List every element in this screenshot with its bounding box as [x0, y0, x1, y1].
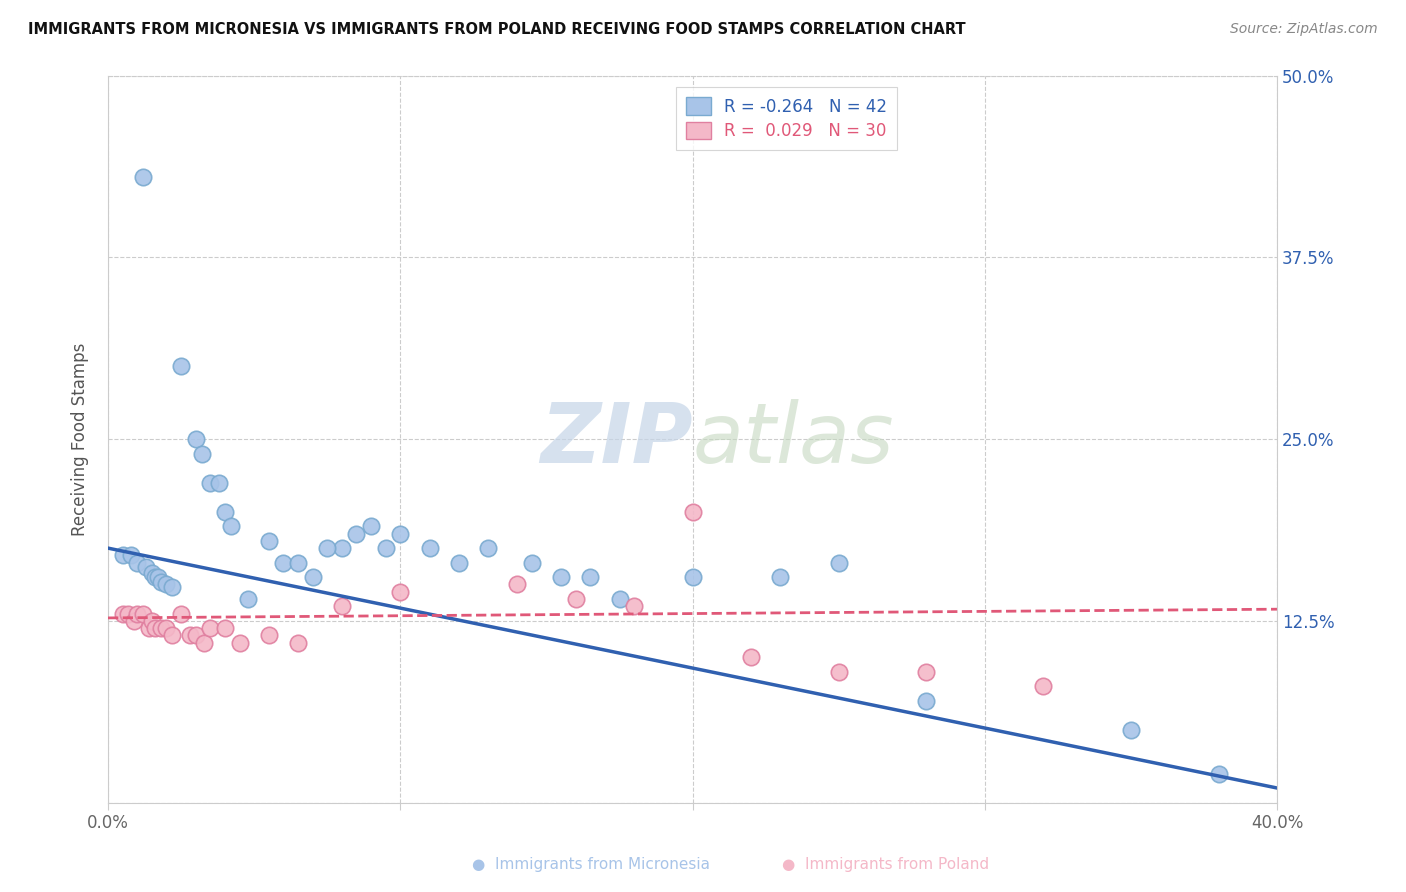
- Point: [149, 621, 172, 635]
- Point: [170, 607, 193, 621]
- Text: IMMIGRANTS FROM MICRONESIA VS IMMIGRANTS FROM POLAND RECEIVING FOOD STAMPS CORRE: IMMIGRANTS FROM MICRONESIA VS IMMIGRANTS…: [28, 22, 966, 37]
- Point: [214, 621, 236, 635]
- Point: [769, 570, 792, 584]
- Point: [287, 635, 309, 649]
- Point: [127, 607, 149, 621]
- Point: [257, 533, 280, 548]
- Point: [301, 570, 323, 584]
- Point: [506, 577, 529, 591]
- Point: [155, 621, 177, 635]
- Point: [146, 570, 169, 584]
- Text: ●  Immigrants from Poland: ● Immigrants from Poland: [782, 857, 990, 872]
- Legend: R = -0.264   N = 42, R =  0.029   N = 30: R = -0.264 N = 42, R = 0.029 N = 30: [675, 87, 897, 151]
- Point: [141, 614, 163, 628]
- Point: [316, 541, 339, 555]
- Point: [740, 650, 762, 665]
- Point: [143, 621, 166, 635]
- Point: [135, 560, 157, 574]
- Point: [550, 570, 572, 584]
- Point: [273, 556, 295, 570]
- Point: [623, 599, 645, 614]
- Point: [682, 570, 704, 584]
- Point: [155, 577, 177, 591]
- Point: [389, 526, 412, 541]
- Point: [200, 475, 222, 490]
- Point: [579, 570, 602, 584]
- Point: [143, 570, 166, 584]
- Point: [127, 556, 149, 570]
- Point: [179, 628, 201, 642]
- Point: [477, 541, 499, 555]
- Point: [184, 628, 207, 642]
- Point: [609, 592, 631, 607]
- Point: [360, 519, 382, 533]
- Point: [208, 475, 231, 490]
- Text: ●  Immigrants from Micronesia: ● Immigrants from Micronesia: [471, 857, 710, 872]
- Point: [1119, 723, 1142, 737]
- Point: [447, 556, 470, 570]
- Point: [138, 621, 160, 635]
- Text: ZIP: ZIP: [540, 399, 693, 480]
- Point: [389, 584, 412, 599]
- Point: [132, 170, 155, 185]
- Point: [120, 549, 142, 563]
- Point: [132, 607, 155, 621]
- Point: [257, 628, 280, 642]
- Point: [190, 447, 212, 461]
- Point: [564, 592, 586, 607]
- Point: [520, 556, 543, 570]
- Point: [828, 665, 851, 679]
- Point: [228, 635, 250, 649]
- Point: [193, 635, 215, 649]
- Point: [111, 607, 134, 621]
- Point: [330, 599, 353, 614]
- Point: [162, 628, 184, 642]
- Point: [184, 432, 207, 446]
- Point: [346, 526, 368, 541]
- Point: [111, 549, 134, 563]
- Point: [828, 556, 851, 570]
- Point: [915, 665, 938, 679]
- Point: [219, 519, 242, 533]
- Point: [374, 541, 396, 555]
- Point: [682, 505, 704, 519]
- Point: [419, 541, 441, 555]
- Point: [238, 592, 260, 607]
- Point: [330, 541, 353, 555]
- Point: [149, 574, 172, 589]
- Point: [200, 621, 222, 635]
- Point: [1208, 766, 1230, 780]
- Y-axis label: Receiving Food Stamps: Receiving Food Stamps: [72, 343, 89, 536]
- Text: Source: ZipAtlas.com: Source: ZipAtlas.com: [1230, 22, 1378, 37]
- Point: [170, 359, 193, 374]
- Point: [162, 580, 184, 594]
- Point: [141, 566, 163, 580]
- Point: [124, 614, 146, 628]
- Point: [287, 556, 309, 570]
- Point: [214, 505, 236, 519]
- Point: [915, 694, 938, 708]
- Point: [1032, 679, 1054, 693]
- Point: [117, 607, 139, 621]
- Text: atlas: atlas: [693, 399, 894, 480]
